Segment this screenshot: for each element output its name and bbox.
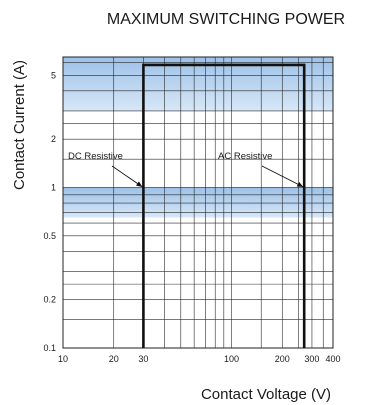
annotation-ac-resistive-arrowhead — [296, 181, 304, 187]
y-tick-label-5: 5 — [51, 70, 56, 80]
grid — [63, 57, 333, 348]
x-tick-label-20: 20 — [109, 354, 119, 364]
annotation-dc-resistive-arrowhead — [136, 181, 143, 187]
annotation-dc-resistive-leader — [111, 165, 143, 188]
y-axis-label: Contact Current (A) — [11, 60, 28, 190]
x-tick-labels: 10 20 30 100 200 300 400 — [58, 354, 341, 364]
x-axis-label: Contact Voltage (V) — [201, 386, 331, 403]
y-tick-label-1: 1 — [51, 182, 56, 192]
x-tick-label-400: 400 — [325, 354, 340, 364]
annotation-ac-resistive-leader — [261, 165, 304, 188]
annotation-ac-resistive-label: AC Resistive — [218, 151, 272, 162]
y-tick-label-2: 2 — [51, 134, 56, 144]
y-tick-labels: 0.1 0.2 0.5 1 2 5 — [43, 70, 56, 353]
y-tick-label-0_2: 0.2 — [43, 295, 56, 305]
x-tick-label-100: 100 — [224, 354, 239, 364]
annotation-dc-resistive-label: DC Resistive — [68, 151, 123, 162]
y-tick-label-0_1: 0.1 — [43, 343, 56, 353]
x-tick-label-300: 300 — [304, 354, 319, 364]
shaded-band-1 — [63, 187, 333, 218]
y-tick-label-0_5: 0.5 — [43, 231, 56, 241]
x-tick-label-10: 10 — [58, 354, 68, 364]
series-layer — [142, 63, 306, 348]
shaded-bands — [63, 57, 333, 218]
x-tick-label-30: 30 — [138, 354, 148, 364]
plot-frame — [62, 56, 334, 349]
annotations: DC Resistive AC Resistive — [68, 151, 304, 188]
switching-power-limit-line — [142, 63, 306, 348]
chart-title: MAXIMUM SWITCHING POWER — [107, 11, 345, 28]
x-tick-label-200: 200 — [275, 354, 290, 364]
